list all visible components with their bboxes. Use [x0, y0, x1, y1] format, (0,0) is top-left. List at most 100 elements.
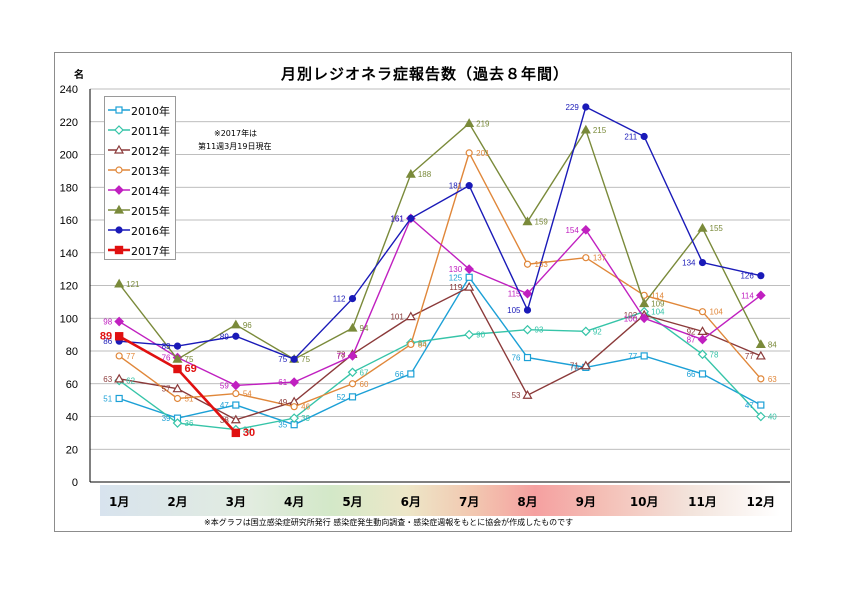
data-label: 53 [512, 391, 521, 400]
legend-marker [113, 144, 125, 154]
data-point [115, 394, 123, 403]
data-label: 78 [710, 350, 719, 359]
data-label: 133 [535, 260, 549, 269]
data-point [232, 332, 240, 340]
data-point [465, 149, 473, 157]
data-label: 39 [301, 414, 310, 423]
legend-swatch [108, 166, 130, 174]
chart-legend: 2010年 2011年 2012年 2013年 2014年 2015年 2016年 2017年 [104, 96, 176, 260]
data-label: 69 [185, 363, 197, 375]
data-label: 121 [126, 280, 140, 289]
data-point [640, 132, 648, 141]
data-point [464, 264, 475, 274]
data-label: 63 [768, 375, 777, 384]
data-label: 89 [100, 330, 112, 342]
legend-label: 2013年 [131, 165, 170, 178]
data-point [698, 370, 707, 378]
data-label: 61 [278, 378, 287, 387]
data-label: 155 [710, 224, 724, 233]
data-label: 49 [278, 398, 287, 407]
data-point [347, 322, 358, 332]
x-tick-label: 4月 [284, 495, 304, 509]
data-label: 125 [449, 273, 463, 282]
data-point [464, 329, 475, 340]
data-point [114, 373, 125, 383]
data-label: 96 [243, 321, 252, 330]
series-line [118, 276, 762, 426]
y-axis-unit: 名 [74, 70, 84, 81]
legend-marker [113, 204, 125, 214]
legend-label: 2014年 [131, 185, 170, 198]
data-point [580, 224, 591, 235]
chart-title: 月別レジオネラ症報告数（過去８年間） [280, 65, 569, 83]
data-label: 51 [185, 394, 194, 403]
data-label: 77 [628, 352, 637, 361]
data-point [230, 319, 241, 329]
data-label: 130 [449, 265, 463, 274]
legend-label: 2011年 [131, 125, 170, 138]
data-point [580, 360, 591, 370]
series-line [118, 151, 762, 408]
data-label: 39 [162, 414, 171, 423]
data-label: 47 [220, 401, 229, 410]
data-point [407, 370, 415, 378]
data-point [347, 367, 358, 378]
y-tick-label: 160 [60, 215, 78, 227]
chart-note: ※2017年は 第11週3月19日現在 [198, 127, 271, 153]
data-point [523, 260, 532, 268]
data-label: 52 [337, 393, 346, 402]
data-point [640, 352, 648, 360]
data-point [114, 332, 124, 341]
data-point [464, 281, 475, 291]
data-point [523, 353, 532, 362]
data-label: 229 [565, 103, 579, 112]
data-label: 85 [418, 339, 427, 348]
month-band [100, 485, 780, 516]
y-tick-label: 200 [60, 150, 78, 162]
data-label: 76 [512, 354, 521, 363]
data-label: 66 [687, 370, 696, 379]
data-point [697, 222, 708, 232]
data-label: 137 [593, 254, 607, 263]
data-label: 76 [162, 354, 171, 363]
data-point [172, 353, 183, 363]
data-point [464, 118, 475, 127]
legend-swatch [108, 245, 130, 255]
data-point [697, 326, 708, 335]
data-point [289, 413, 300, 423]
legend-swatch [108, 185, 130, 195]
data-point [348, 380, 357, 388]
data-point [697, 349, 708, 360]
data-point [698, 258, 707, 267]
data-point [347, 351, 358, 361]
data-label: 71 [570, 362, 579, 371]
data-label: 40 [768, 413, 777, 422]
chart-frame [54, 52, 792, 532]
data-point [231, 428, 241, 438]
data-point [232, 401, 240, 409]
data-label: 100 [624, 314, 638, 323]
data-label: 30 [243, 427, 255, 439]
data-label: 75 [185, 355, 194, 364]
data-label: 57 [162, 385, 171, 394]
data-label: 102 [624, 311, 638, 320]
legend-label: 2015年 [131, 205, 170, 218]
data-label: 84 [768, 340, 777, 349]
data-point [290, 355, 298, 363]
legend-item: 2012年 [105, 140, 177, 160]
y-tick-label: 60 [66, 379, 78, 391]
data-point [407, 340, 415, 349]
data-label: 60 [360, 380, 369, 389]
data-point [289, 377, 300, 387]
data-label: 54 [243, 390, 252, 399]
data-label: 83 [162, 342, 171, 351]
x-tick-label: 9月 [576, 495, 596, 509]
legend-swatch [108, 204, 130, 214]
data-point [582, 103, 590, 111]
note-line-1: ※2017年は [214, 129, 258, 138]
data-label: 77 [337, 352, 346, 361]
data-label: 77 [745, 352, 754, 361]
data-point [523, 306, 532, 314]
data-label: 94 [360, 324, 369, 333]
